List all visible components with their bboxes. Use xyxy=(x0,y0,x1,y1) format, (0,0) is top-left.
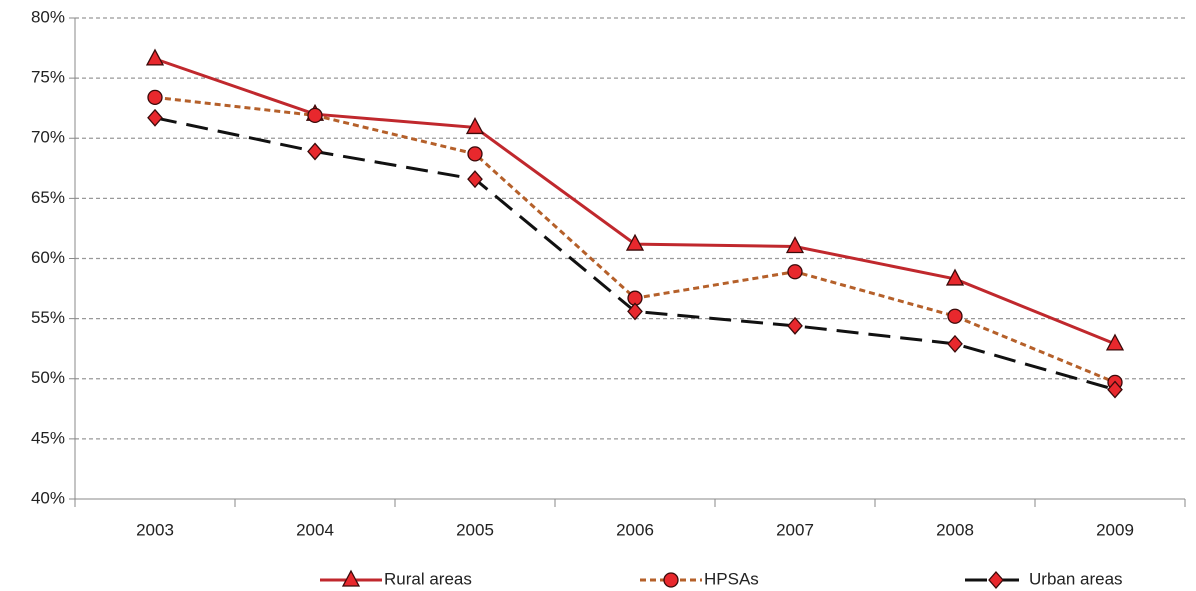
data-point xyxy=(145,48,165,66)
x-tick-label: 2007 xyxy=(776,520,814,539)
data-point xyxy=(787,264,803,280)
y-tick-label: 40% xyxy=(31,488,65,507)
y-tick-label: 60% xyxy=(31,248,65,267)
data-point xyxy=(785,236,805,254)
legend-label: Urban areas xyxy=(1029,569,1123,588)
x-tick-label: 2004 xyxy=(296,520,334,539)
data-point xyxy=(467,146,483,162)
y-tick-label: 70% xyxy=(31,128,65,147)
data-point xyxy=(147,108,163,127)
data-point xyxy=(627,302,643,321)
data-point xyxy=(1107,380,1123,399)
data-point xyxy=(787,316,803,335)
x-tick-label: 2005 xyxy=(456,520,494,539)
data-point xyxy=(1105,333,1125,351)
y-tick-label: 65% xyxy=(31,188,65,207)
legend-label: Rural areas xyxy=(384,569,472,588)
y-tick-label: 55% xyxy=(31,308,65,327)
data-point xyxy=(945,268,965,286)
x-tick-label: 2009 xyxy=(1096,520,1134,539)
y-tick-label: 80% xyxy=(31,7,65,26)
x-tick-label: 2008 xyxy=(936,520,974,539)
legend-marker xyxy=(663,572,679,588)
y-tick-label: 45% xyxy=(31,428,65,447)
data-point xyxy=(625,233,645,251)
x-tick-label: 2003 xyxy=(136,520,174,539)
y-tick-label: 50% xyxy=(31,368,65,387)
data-point xyxy=(947,334,963,353)
data-point xyxy=(147,89,163,106)
legend-marker xyxy=(988,571,1004,589)
legend-marker xyxy=(341,569,361,587)
x-tick-label: 2006 xyxy=(616,520,654,539)
data-point xyxy=(307,142,323,161)
data-point xyxy=(307,107,323,124)
series-line xyxy=(154,116,1116,392)
data-point xyxy=(947,308,963,324)
y-tick-label: 75% xyxy=(31,68,65,87)
data-point xyxy=(465,117,485,135)
legend-label: HPSAs xyxy=(704,569,759,588)
data-point xyxy=(467,170,483,189)
